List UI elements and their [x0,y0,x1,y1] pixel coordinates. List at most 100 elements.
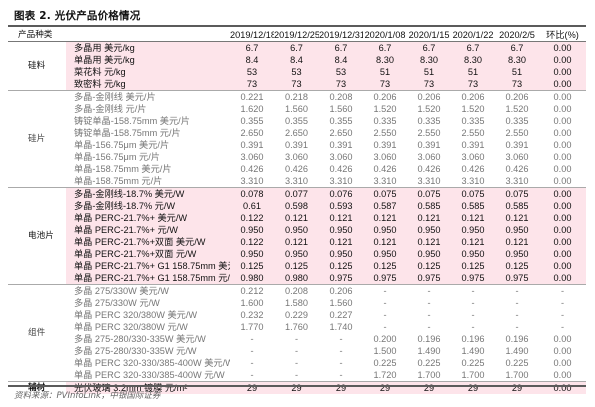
price-cell: 0.075 [495,187,539,200]
price-cell: 0.121 [363,236,407,248]
figure-title: 图表 2. 光伏产品价格情况 [14,10,141,22]
price-cell: 0.426 [240,164,264,174]
price-cell: 0.121 [363,212,407,224]
table-row: 单晶 PERC-21.7%+ G1 158.75mm 美元/W0.1250.12… [8,260,586,272]
table-row: 电池片 多晶-金刚线-18.7% 美元/W 0.078 0.077 0.076 0.075… [8,187,586,285]
price-cell: 2.650 [329,128,353,138]
price-cell: 0.950 [363,224,407,236]
product-name: 单晶 PERC-21.7%+双面 元/W [66,248,230,260]
price-cell: 0.00 [553,370,572,380]
table-row: 单晶 PERC 320-330/385-400W 美元/W - - - 0.225 0.2… [8,357,586,369]
price-cell: 0.00 [553,164,572,174]
price-cell: 3.060 [240,152,264,162]
price-cell: 0.426 [373,164,397,174]
price-cell: - [294,370,299,380]
price-cell: 0.355 [285,116,308,126]
price-cell: 0.00 [539,248,586,260]
price-cell: 0.355 [240,116,264,126]
price-cell: - [250,334,254,344]
price-cell: 0.206 [363,90,407,103]
product-name: 单晶 PERC 320/380W 美元/W [74,310,198,320]
price-cell: 73 [363,78,407,91]
price-cell: 6.7 [363,41,407,54]
price-cell: 0.355 [329,116,353,126]
price-cell: 3.060 [461,152,485,162]
product-name: 单晶-156.75μm 元/片 [74,152,160,162]
price-cell: 51 [451,66,495,78]
price-cell: 0.950 [274,224,319,236]
product-name: 多晶-金刚线-18.7% 美元/W [66,187,230,200]
price-cell: 0.593 [319,200,363,212]
price-cell: 8.30 [407,54,451,66]
price-cell: 6.7 [451,41,495,54]
price-cell: 0.196 [417,334,441,344]
source-note: 资料来源：PVInfoLink，中银国际证券 [14,391,161,401]
product-name: 单晶 PERC-21.7%+ G1 158.75mm 元/W [66,272,230,285]
price-cell: 0.950 [495,224,539,236]
price-cell: 0.00 [539,54,586,66]
price-cell: 0.335 [505,116,529,126]
product-name: 单晶 PERC 320-330/385-400W 美元/W [74,358,230,368]
price-cell: 0.950 [451,248,495,260]
header-col-2: 2019/12/18 [230,28,274,42]
product-name: 单晶用 美元/kg [66,54,230,66]
product-name: 多晶 275-280/330-335W 美元/W [74,334,206,344]
price-cell: 0.587 [363,200,407,212]
price-cell: 2.550 [417,128,441,138]
price-cell: 0.121 [319,236,363,248]
price-cell: 51 [495,66,539,78]
price-cell: 2.550 [505,128,529,138]
price-cell: 6.7 [407,41,451,54]
table-row: 单晶-158.75mm 美元/片 0.426 0.426 0.426 0.426 0.42… [8,163,586,175]
header-col-4: 2019/12/31 [319,28,363,42]
product-name: 多晶-金刚线 美元/片 [66,90,230,103]
price-cell: 0.391 [417,140,441,150]
price-cell: 1.560 [329,298,353,308]
table-row: 辅材 光伏玻璃 3.2mm 镀膜 元/m² 29 29 29 29 29 29 29 0.00 [8,381,586,394]
price-cell: 73 [230,78,274,91]
price-cell: 0.078 [230,187,274,200]
group-label: 电池片 [8,187,66,285]
price-cell: 2.650 [285,128,308,138]
price-cell: 0.125 [319,260,363,272]
price-cell: 1.500 [373,346,397,356]
table-row: 单晶 PERC-21.7%+ 美元/W 0.122 0.121 0.121 0.121 0… [8,212,586,224]
price-cell: 2.550 [373,128,397,138]
price-cell: 0.980 [274,272,319,285]
price-cell: - [471,310,475,320]
price-cell: 3.310 [505,176,529,186]
price-cell: 0.00 [553,334,572,344]
price-cell: 0.950 [319,224,363,236]
header-col-7: 2020/1/22 [451,28,495,42]
price-cell: - [339,346,343,356]
price-cell: 0.00 [539,236,586,248]
price-cell: 0.229 [285,310,308,320]
group-label: 硅片 [8,90,66,188]
price-cell: 0.00 [539,381,586,394]
top-rule [8,25,586,27]
price-cell: 0.125 [495,260,539,272]
price-cell: 0.975 [495,272,539,285]
price-cell: - [339,358,343,368]
price-cell: 3.060 [417,152,441,162]
header-col-9: 环比(%) [539,28,586,42]
price-cell: 0.125 [407,260,451,272]
product-name: 单晶-158.75mm 美元/片 [74,164,172,174]
price-cell: - [515,322,519,332]
price-cell: 0.980 [230,272,274,285]
price-cell: 0.00 [539,187,586,200]
price-cell: 0.206 [319,284,363,297]
price-cell: 8.4 [319,54,363,66]
product-name: 单晶 PERC-21.7%+ 美元/W [66,212,230,224]
price-cell: 0.426 [329,164,353,174]
price-cell: 73 [407,78,451,91]
price-cell: 73 [495,78,539,91]
table-row: 多晶-金刚线 元/片 1.620 1.560 1.560 1.520 1.520 1.520… [8,103,586,115]
price-cell: 0.121 [495,236,539,248]
product-name: 单晶 PERC-21.7%+双面 美元/W [66,236,230,248]
table-row: 单晶 PERC-21.7%+双面 元/W 0.950 0.950 0.950 0.950… [8,248,586,260]
price-cell: 1.620 [240,104,264,114]
price-cell: 0.075 [451,187,495,200]
price-cell: 0.598 [274,200,319,212]
price-cell: 73 [451,78,495,91]
